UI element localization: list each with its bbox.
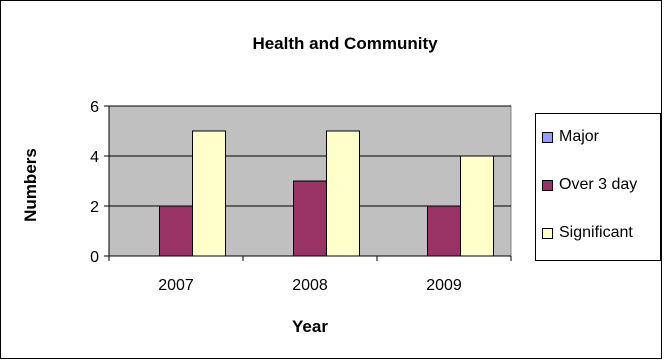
x-tick-label-2007: 2007: [158, 277, 194, 294]
legend-item-major: Major: [542, 126, 599, 148]
bar-significant-2008: [326, 130, 360, 257]
legend-label-significant: Significant: [559, 224, 633, 241]
y-tick-label-4: 4: [90, 149, 99, 166]
legend-swatch-over-3-day: [542, 179, 553, 191]
chart-title: Health and Community: [252, 34, 438, 53]
x-tick-label-2008: 2008: [292, 277, 328, 294]
legend-label-major: Major: [559, 128, 600, 145]
legend: Major Over 3 day Significant: [535, 113, 661, 261]
y-tick-label-6: 6: [90, 99, 99, 116]
bar-over-3-day-2007: [159, 205, 193, 257]
y-tick-label-0: 0: [90, 249, 99, 266]
bar-over-3-day-2009: [427, 205, 461, 257]
x-axis-label: Year: [292, 317, 328, 336]
legend-item-significant: Significant: [542, 222, 633, 244]
x-tick-label-2009: 2009: [426, 277, 462, 294]
legend-swatch-major: [542, 131, 553, 143]
legend-item-over-3-day: Over 3 day: [542, 174, 637, 196]
bar-significant-2009: [460, 155, 494, 257]
bar-over-3-day-2008: [293, 180, 327, 257]
legend-swatch-significant: [542, 227, 553, 239]
y-axis-label: Numbers: [21, 148, 40, 222]
bar-significant-2007: [192, 130, 226, 257]
y-tick-label-2: 2: [90, 199, 99, 216]
legend-label-over-3-day: Over 3 day: [559, 176, 638, 193]
